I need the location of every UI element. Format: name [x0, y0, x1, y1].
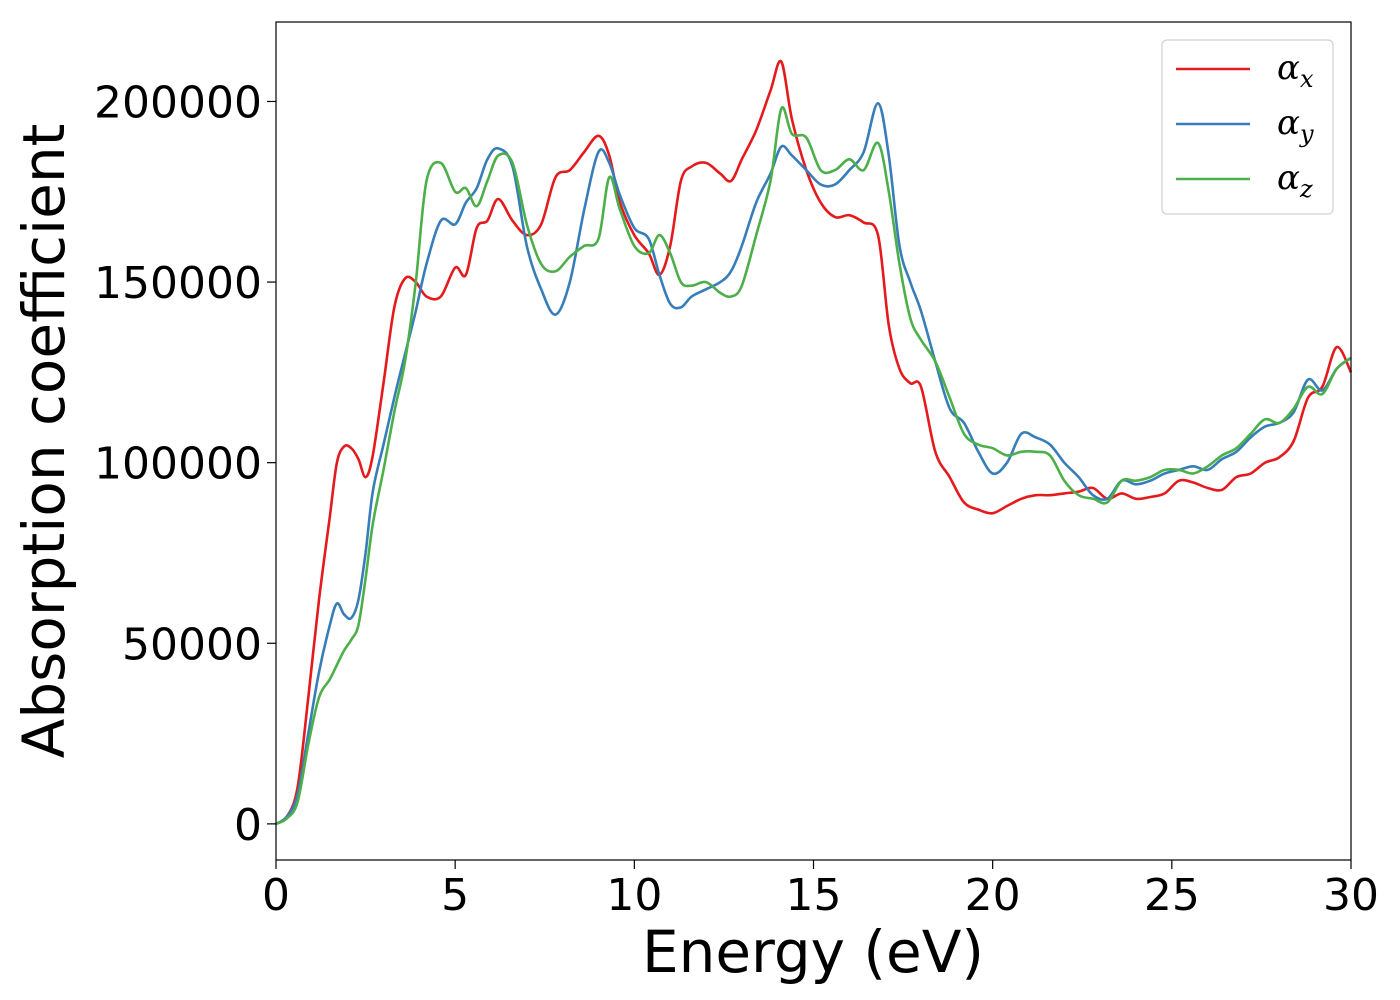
- y-axis-label: Absorption coefficient: [10, 124, 78, 759]
- y-tick-label: 100000: [94, 439, 262, 490]
- x-tick-label: 15: [786, 870, 842, 921]
- y-tick-label: 150000: [94, 258, 262, 309]
- series-line-z: [275, 106, 1352, 826]
- legend-frame: [1161, 39, 1334, 215]
- y-tick-label: 200000: [94, 77, 262, 128]
- y-tick-label: 50000: [122, 619, 262, 670]
- x-tick-label: 0: [262, 870, 290, 921]
- x-tick-label: 25: [1144, 870, 1200, 921]
- legend-label-y: αy: [1277, 103, 1314, 148]
- x-tick-label: 20: [965, 870, 1021, 921]
- x-tick-label: 30: [1323, 870, 1379, 921]
- y-tick-label: 0: [234, 800, 262, 851]
- x-tick-label: 5: [441, 870, 469, 921]
- y-axis: 0 50000 100000 150000 200000: [94, 77, 276, 851]
- series-line-x: [275, 59, 1353, 826]
- legend-label-x: αx: [1277, 48, 1314, 93]
- x-tick-label: 10: [606, 870, 662, 921]
- plot-lines: [275, 59, 1353, 826]
- x-axis: 0 5 10 15 20 25 30: [262, 860, 1379, 921]
- x-axis-label: Energy (eV): [642, 918, 984, 986]
